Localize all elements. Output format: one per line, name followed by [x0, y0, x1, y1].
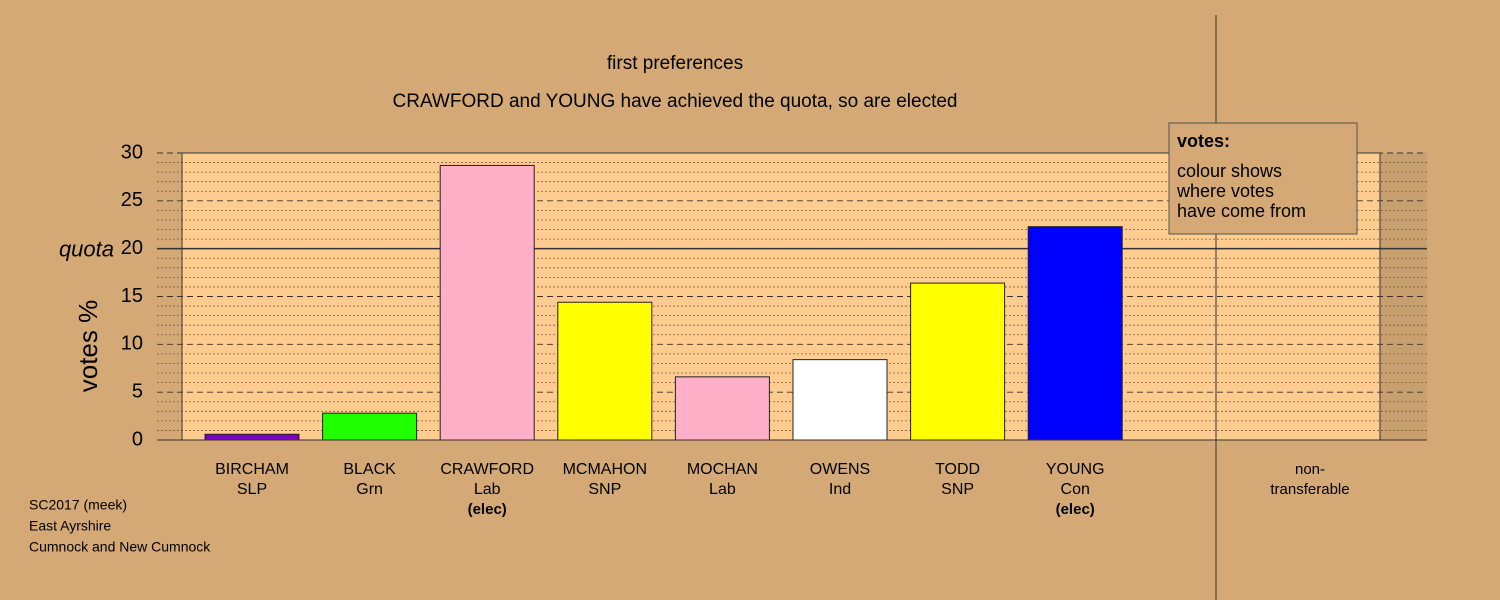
plot-border [181, 152, 1381, 441]
bar [674, 376, 770, 441]
x-tick-label: Ind [829, 481, 851, 498]
x-tick-label: TODD [935, 461, 980, 478]
y-tick-label: 10 [121, 333, 143, 355]
x-tick-label: CRAWFORD [440, 461, 534, 478]
x-tick-label: BLACK [343, 461, 396, 478]
x-tick-label: MCMAHON [563, 461, 647, 478]
bar [204, 433, 300, 441]
legend-text: have come from [1177, 201, 1306, 221]
x-tick-label: Lab [709, 481, 736, 498]
bar [322, 412, 418, 441]
y-tick-label: 0 [132, 428, 143, 450]
footer-text: SC2017 (meek) [29, 497, 127, 513]
x-tick-label: transferable [1270, 481, 1349, 498]
x-tick-label: SNP [588, 481, 621, 498]
chart-subtitle: CRAWFORD and YOUNG have achieved the quo… [393, 91, 958, 112]
x-tick-label: Con [1061, 481, 1090, 498]
footer-text: East Ayrshire [29, 518, 111, 534]
elected-note: (elec) [468, 501, 507, 518]
y-tick-label: 25 [121, 189, 143, 211]
x-tick-label: Grn [356, 481, 383, 498]
y-tick-label: 15 [121, 285, 143, 307]
x-tick-label: SLP [237, 481, 267, 498]
bar [1027, 226, 1123, 441]
y-axis-label: votes % [73, 300, 103, 393]
x-tick-label: Lab [474, 481, 501, 498]
footer-text: Cumnock and New Cumnock [29, 539, 211, 555]
bar [557, 301, 653, 441]
bars [204, 164, 1123, 441]
chart-title: first preferences [607, 53, 743, 74]
x-tick-label: YOUNG [1046, 461, 1105, 478]
x-tick-label: BIRCHAM [215, 461, 289, 478]
legend-text: where votes [1176, 181, 1274, 201]
x-tick-label: OWENS [810, 461, 870, 478]
quota-label: quota [59, 236, 114, 261]
x-tick-label: non- [1295, 461, 1325, 478]
legend-text: colour shows [1177, 161, 1282, 181]
bar [439, 164, 535, 441]
x-tick-label: SNP [941, 481, 974, 498]
legend-box [1168, 122, 1358, 235]
elected-note: (elec) [1056, 501, 1095, 518]
bar [792, 359, 888, 441]
x-tick-label: MOCHAN [687, 461, 758, 478]
bar [910, 282, 1006, 441]
y-tick-label: 5 [132, 380, 143, 402]
y-tick-label: 30 [121, 141, 143, 163]
y-tick-label: 20 [121, 237, 143, 259]
legend-title: votes: [1177, 131, 1230, 151]
